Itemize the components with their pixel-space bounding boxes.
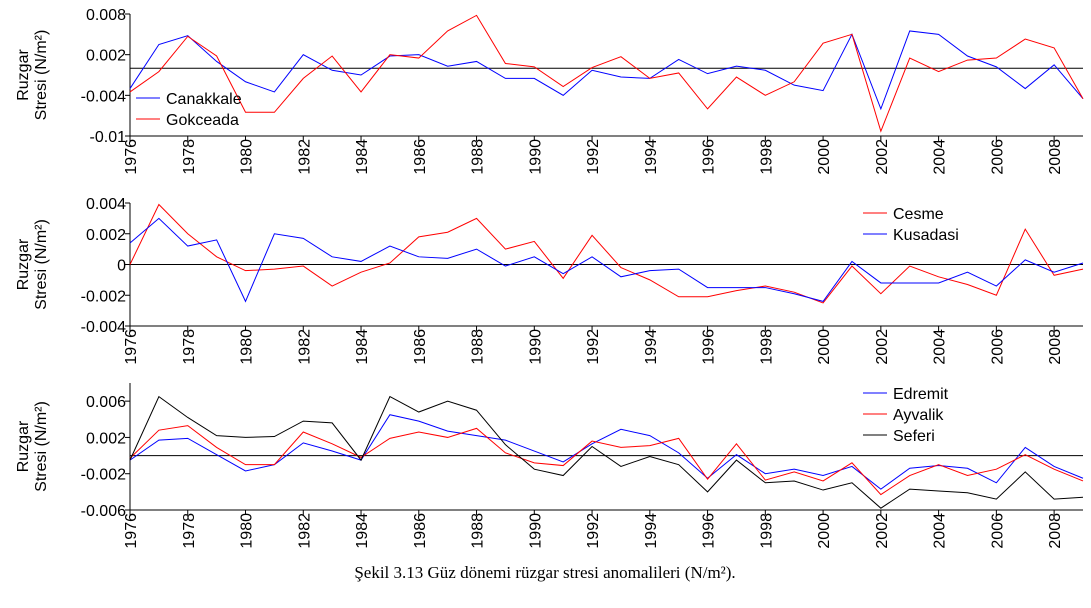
x-tick-label: 2006 (989, 329, 1006, 365)
x-tick-label: 1994 (643, 139, 660, 175)
y-axis-label: Stresi (N/m²) (33, 219, 50, 310)
x-tick-label: 1998 (758, 513, 775, 549)
legend-label: Cesme (893, 206, 944, 223)
x-tick-label: 1980 (239, 139, 256, 175)
series-line (129, 414, 1084, 490)
y-axis-label: Ruzgar (15, 238, 32, 290)
x-tick-label: 1998 (758, 139, 775, 175)
legend-label: Seferi (893, 428, 935, 445)
x-tick-label: 1992 (585, 329, 602, 365)
y-tick-label: -0.004 (81, 88, 126, 105)
x-tick-label: 1988 (470, 513, 487, 549)
x-tick-label: 1978 (181, 139, 198, 175)
y-tick-label: -0.01 (90, 129, 127, 146)
series-line (129, 395, 1084, 509)
x-tick-label: 1996 (701, 329, 718, 365)
x-tick-label: 2000 (816, 139, 833, 175)
y-tick-label: 0.002 (86, 48, 126, 65)
y-tick-label: 0 (117, 258, 126, 275)
x-tick-label: 1982 (296, 513, 313, 549)
y-axis-label: Stresi (N/m²) (33, 401, 50, 492)
x-tick-label: 1976 (123, 329, 140, 365)
x-tick-label: 1978 (181, 329, 198, 365)
x-tick-label: 1982 (296, 139, 313, 175)
x-tick-label: 1996 (701, 513, 718, 549)
x-tick-label: 2004 (932, 513, 949, 549)
x-tick-label: 1988 (470, 329, 487, 365)
y-tick-label: -0.002 (81, 467, 126, 484)
x-tick-label: 1980 (239, 513, 256, 549)
x-tick-label: 1986 (412, 329, 429, 365)
x-tick-label: 1984 (354, 513, 371, 549)
x-tick-label: 2002 (874, 329, 891, 365)
x-tick-label: 1990 (527, 513, 544, 549)
x-tick-label: 2000 (816, 513, 833, 549)
x-tick-label: 2004 (932, 139, 949, 175)
x-tick-label: 1994 (643, 513, 660, 549)
x-tick-label: 1994 (643, 329, 660, 365)
x-tick-label: 1992 (585, 513, 602, 549)
x-tick-label: 2008 (1047, 329, 1064, 365)
legend-label: Edremit (893, 386, 949, 403)
x-tick-label: 2004 (932, 329, 949, 365)
x-tick-label: 1976 (123, 139, 140, 175)
x-tick-label: 2002 (874, 139, 891, 175)
y-tick-label: 0.002 (86, 430, 126, 447)
x-tick-label: 1986 (412, 139, 429, 175)
y-tick-label: 0.004 (86, 196, 126, 213)
y-tick-label: 0.008 (86, 7, 126, 24)
x-tick-label: 2008 (1047, 139, 1064, 175)
x-tick-label: 1984 (354, 139, 371, 175)
x-tick-label: 1976 (123, 513, 140, 549)
legend-label: Kusadasi (893, 227, 959, 244)
x-tick-label: 1990 (527, 139, 544, 175)
y-tick-label: 0.006 (86, 394, 126, 411)
caption: Şekil 3.13 Güz dönemi rüzgar stresi anom… (354, 563, 735, 582)
x-tick-label: 1982 (296, 329, 313, 365)
x-tick-label: 2006 (989, 139, 1006, 175)
x-tick-label: 1988 (470, 139, 487, 175)
y-tick-label: -0.002 (81, 288, 126, 305)
x-tick-label: 1978 (181, 513, 198, 549)
y-axis-label: Ruzgar (15, 49, 32, 101)
x-tick-label: 2002 (874, 513, 891, 549)
x-tick-label: 1990 (527, 329, 544, 365)
x-tick-label: 2000 (816, 329, 833, 365)
x-tick-label: 2006 (989, 513, 1006, 549)
series-line (129, 217, 1084, 303)
x-tick-label: 2008 (1047, 513, 1064, 549)
y-axis-label: Ruzgar (15, 420, 32, 472)
series-line (129, 30, 1084, 111)
y-axis-label: Stresi (N/m²) (33, 30, 50, 121)
x-tick-label: 1980 (239, 329, 256, 365)
y-tick-label: -0.006 (81, 503, 126, 520)
series-line (129, 203, 1084, 304)
x-tick-label: 1992 (585, 139, 602, 175)
y-tick-label: 0.002 (86, 227, 126, 244)
x-tick-label: 1996 (701, 139, 718, 175)
x-tick-label: 1984 (354, 329, 371, 365)
x-tick-label: 1998 (758, 329, 775, 365)
y-tick-label: -0.004 (81, 319, 126, 336)
legend-label: Gokceada (166, 112, 239, 129)
series-line (129, 425, 1084, 496)
series-line (129, 14, 1084, 133)
legend-label: Ayvalik (893, 407, 944, 424)
legend-label: Canakkale (166, 91, 242, 108)
x-tick-label: 1986 (412, 513, 429, 549)
